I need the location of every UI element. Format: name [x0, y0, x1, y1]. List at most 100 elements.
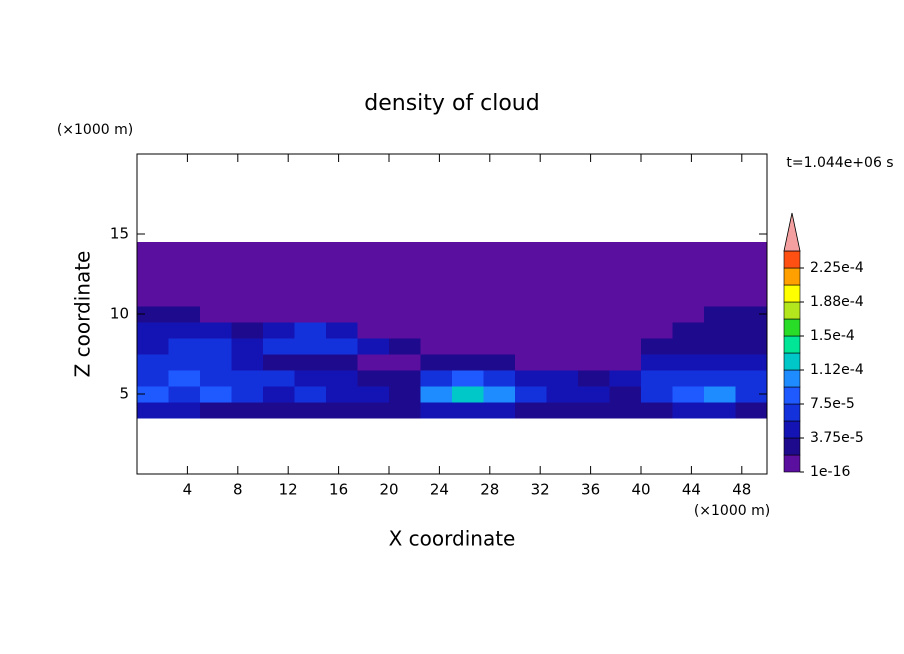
- contour-cell: [609, 354, 642, 371]
- contour-cell: [326, 242, 358, 259]
- contour-cell: [263, 258, 295, 275]
- contour-cell: [672, 274, 705, 291]
- contour-cell: [389, 402, 421, 419]
- contour-cell: [231, 354, 264, 371]
- contour-cell: [326, 306, 358, 323]
- contour-cell: [483, 322, 516, 339]
- contour-cell: [326, 322, 358, 339]
- contour-cell: [735, 242, 768, 259]
- contour-cell: [200, 402, 232, 419]
- contour-cell: [546, 274, 579, 291]
- contour-cell: [231, 258, 264, 275]
- contour-cell: [578, 290, 610, 307]
- contour-cell: [137, 354, 169, 371]
- contour-cell: [168, 386, 201, 403]
- colorbar-tick-label: 7.5e-5: [810, 396, 855, 412]
- contour-cell: [546, 354, 579, 371]
- colorbar-band: [783, 284, 801, 303]
- contour-cell: [326, 354, 358, 371]
- x-tick-label: 24: [430, 481, 449, 499]
- contour-cell: [641, 322, 673, 339]
- contour-cell: [168, 306, 201, 323]
- contour-cell: [546, 338, 579, 355]
- contour-cell: [168, 274, 201, 291]
- contour-cell: [420, 258, 453, 275]
- contour-cell: [231, 386, 264, 403]
- contour-cell: [735, 386, 768, 403]
- contour-cell: [231, 338, 264, 355]
- contour-cell: [704, 290, 736, 307]
- contour-cell: [326, 274, 358, 291]
- x-tick-label: 8: [233, 481, 243, 499]
- contour-cell: [546, 386, 579, 403]
- contour-cell: [578, 258, 610, 275]
- contour-cell: [137, 370, 169, 387]
- contour-cell: [515, 402, 547, 419]
- contour-cell: [704, 370, 736, 387]
- colorbar-band: [783, 386, 801, 405]
- contour-cell: [326, 290, 358, 307]
- contour-cell: [672, 306, 705, 323]
- colorbar-band: [783, 420, 801, 439]
- contour-cell: [231, 242, 264, 259]
- contour-cell: [326, 258, 358, 275]
- contour-cell: [452, 370, 484, 387]
- contour-cell: [200, 370, 232, 387]
- contour-cell: [704, 242, 736, 259]
- contour-cell: [735, 354, 768, 371]
- contour-cell: [357, 258, 390, 275]
- contour-cell: [452, 242, 484, 259]
- contour-cell: [546, 402, 579, 419]
- contour-cell: [137, 322, 169, 339]
- contour-cell: [231, 402, 264, 419]
- contour-cell: [546, 290, 579, 307]
- contour-cell: [326, 402, 358, 419]
- contour-cell: [357, 306, 390, 323]
- contour-cell: [515, 338, 547, 355]
- contour-cell: [263, 338, 295, 355]
- y-tick-label: 10: [110, 305, 129, 323]
- contour-cell: [672, 370, 705, 387]
- colorbar-extend: [783, 212, 801, 252]
- contour-cell: [641, 354, 673, 371]
- contour-cell: [168, 402, 201, 419]
- contour-cell: [735, 402, 768, 419]
- x-tick-label: 36: [581, 481, 600, 499]
- contour-cell: [704, 322, 736, 339]
- contour-cell: [641, 402, 673, 419]
- contour-cell: [294, 370, 327, 387]
- contour-cell: [168, 338, 201, 355]
- contour-cell: [420, 338, 453, 355]
- colorbar-band: [783, 352, 801, 371]
- contour-cell: [578, 274, 610, 291]
- colorbar-band: [783, 250, 801, 269]
- contour-cell: [483, 258, 516, 275]
- y-axis-label: Z coordinate: [71, 251, 95, 378]
- x-tick-label: 44: [682, 481, 701, 499]
- colorbar-band: [783, 403, 801, 422]
- contour-cell: [137, 242, 169, 259]
- contour-cell: [609, 258, 642, 275]
- contour-cell: [578, 338, 610, 355]
- contour-cell: [483, 290, 516, 307]
- contour-cell: [452, 322, 484, 339]
- contour-cell: [735, 338, 768, 355]
- contour-cell: [515, 274, 547, 291]
- contour-cell: [168, 370, 201, 387]
- contour-cell: [389, 354, 421, 371]
- contour-cell: [609, 242, 642, 259]
- contour-cell: [704, 402, 736, 419]
- contour-cell: [483, 274, 516, 291]
- contour-cell: [200, 258, 232, 275]
- time-label: t=1.044e+06 s: [786, 155, 893, 171]
- contour-cell: [672, 338, 705, 355]
- contour-cell: [515, 370, 547, 387]
- contour-cell: [672, 402, 705, 419]
- contour-cell: [641, 290, 673, 307]
- contour-cell: [168, 258, 201, 275]
- contour-cell: [357, 274, 390, 291]
- contour-cell: [704, 386, 736, 403]
- contour-cell: [389, 338, 421, 355]
- contour-cell: [452, 290, 484, 307]
- contour-cell: [200, 242, 232, 259]
